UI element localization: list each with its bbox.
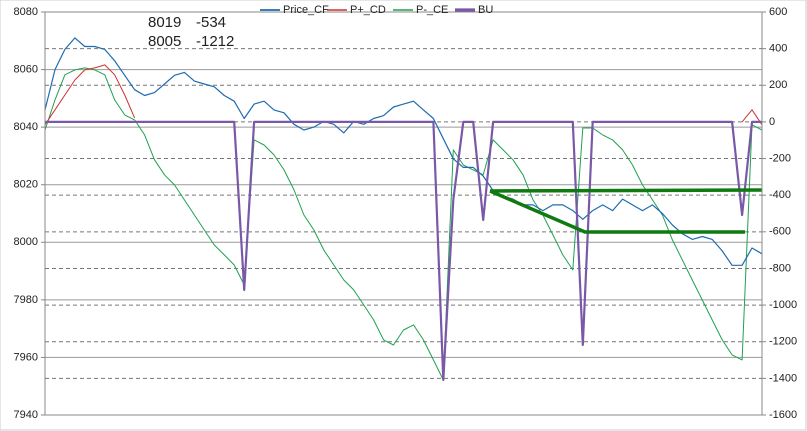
- plot-area: [44, 11, 763, 416]
- series-line: [44, 37, 763, 266]
- annotation: -1212: [196, 33, 234, 50]
- y-tick-label: 7980: [14, 294, 38, 306]
- legend-label: P-_CE: [416, 4, 448, 16]
- legend-label: BU: [478, 4, 493, 16]
- y2-tick-label: -1000: [769, 299, 797, 311]
- lines: [44, 37, 763, 382]
- annotation: -534: [196, 14, 226, 31]
- legend-label: Price_CF: [283, 4, 329, 16]
- y2-tick-label: -400: [769, 189, 791, 201]
- legend: Price_CF P+_CD P-_CE BU: [260, 4, 493, 16]
- legend-label: P+_CD: [350, 4, 386, 16]
- y2-tick-label: 600: [769, 6, 787, 18]
- trend-lines: [489, 188, 763, 234]
- annotation: 8005: [148, 33, 181, 50]
- y-tick-label: 7940: [14, 409, 38, 421]
- annotation: 8019: [148, 14, 181, 31]
- y-tick-label: 8020: [14, 179, 38, 191]
- series-line: [44, 67, 763, 381]
- y-tick-label: 8040: [14, 121, 38, 133]
- series-line: [44, 64, 763, 126]
- trend-line: [489, 188, 763, 193]
- series-line: [45, 120, 762, 382]
- y2-tick-label: 200: [769, 79, 787, 91]
- y-tick-label: 7960: [14, 351, 38, 363]
- y2-tick-label: 400: [769, 43, 787, 55]
- y2-tick-label: -1400: [769, 372, 797, 384]
- y-tick-label: 8080: [14, 6, 38, 18]
- y2-tick-label: -1200: [769, 336, 797, 348]
- y-tick-label: 8000: [14, 236, 38, 248]
- y2-tick-label: -1600: [769, 409, 797, 421]
- y2-tick-label: -200: [769, 152, 791, 164]
- trend-line: [489, 189, 745, 234]
- axes: 7940 7960 7980 8000 8020 8040 8060 8080 -1600 -14…: [14, 6, 798, 421]
- y2-tick-label: 0: [769, 116, 775, 128]
- y2-tick-label: -800: [769, 262, 791, 274]
- y-tick-label: 8060: [14, 63, 38, 75]
- y2-tick-label: -600: [769, 226, 791, 238]
